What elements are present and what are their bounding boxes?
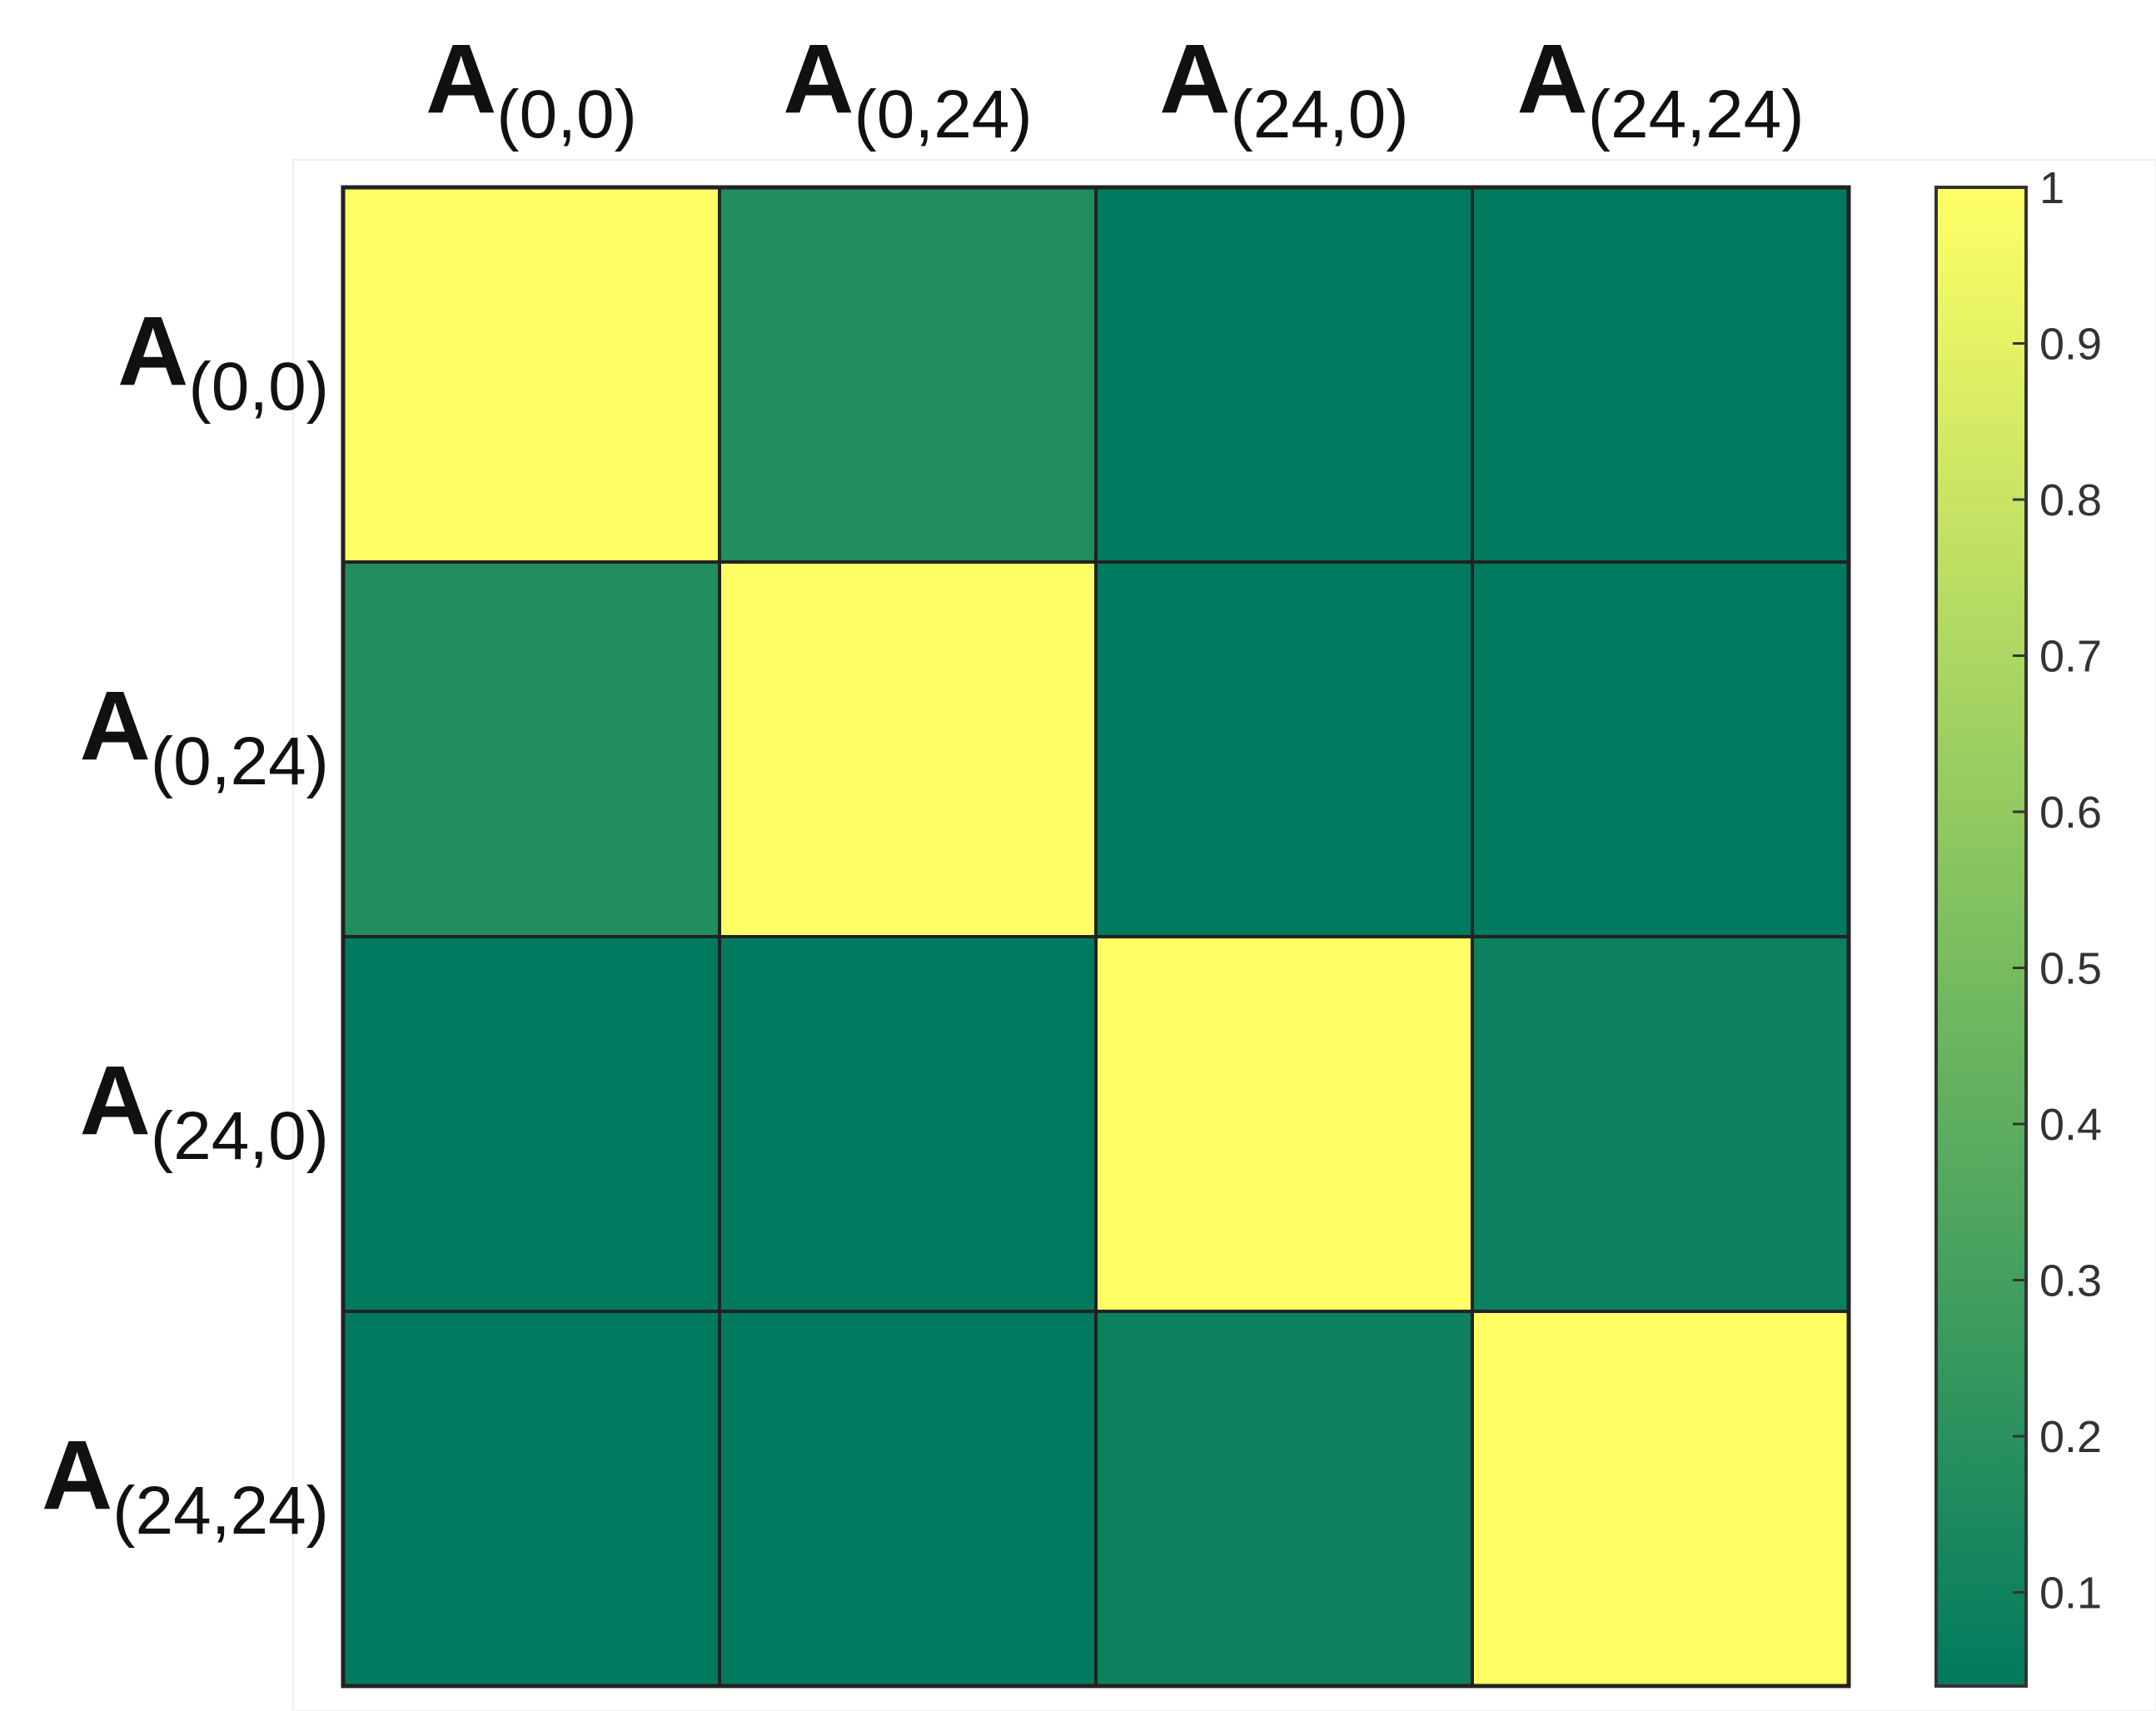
column-label-3: A(24,24): [1516, 24, 1804, 152]
colorbar-tick-label: 0.1: [2039, 1569, 2102, 1619]
heatmap-cell-r1-c2: [1096, 562, 1472, 937]
colorbar-tick-label: 0.2: [2039, 1412, 2102, 1462]
colorbar-tick-label: 0.6: [2039, 788, 2102, 838]
heatmap-cell-r2-c0: [343, 937, 719, 1311]
heatmap-cell-r0-c2: [1096, 187, 1472, 562]
column-labels: A(0,0) A(0,24) A(24,0) A(24,24): [426, 24, 1804, 152]
colorbar-ticks: 0.1 0.2 0.3 0.4 0.5 0.6 0.7 0.8 0.9 1: [2013, 163, 2102, 1619]
heatmap-cell-r2-c2: [1096, 937, 1472, 1311]
row-label-2: A(24,0): [80, 1046, 329, 1174]
heatmap-cell-r1-c1: [719, 562, 1096, 937]
heatmap-cell-r0-c1: [719, 187, 1096, 562]
heatmap-grid: [343, 187, 1849, 1686]
colorbar-tick-label: 0.4: [2039, 1100, 2102, 1150]
heatmap-cell-r1-c0: [343, 562, 719, 937]
row-label-3: A(24,24): [42, 1420, 329, 1549]
heatmap-cell-r3-c0: [343, 1311, 719, 1686]
colorbar-tick-label: 0.9: [2039, 320, 2102, 370]
row-labels: A(0,0) A(0,24) A(24,0) A(24,24): [42, 296, 329, 1549]
heatmap-cell-r3-c2: [1096, 1311, 1472, 1686]
heatmap-cell-r3-c1: [719, 1311, 1096, 1686]
colorbar-tick-label: 0.3: [2039, 1256, 2102, 1306]
colorbar-tick-label: 0.8: [2039, 475, 2102, 525]
heatmap-cell-r0-c3: [1472, 187, 1849, 562]
row-label-1: A(0,24): [80, 671, 329, 799]
heatmap-cells: [343, 187, 1849, 1686]
heatmap-cell-r2-c3: [1472, 937, 1849, 1311]
colorbar-tick-label: 0.7: [2039, 632, 2102, 682]
colorbar-tick-label: 1: [2039, 163, 2064, 213]
heatmap-cell-r3-c3: [1472, 1311, 1849, 1686]
row-label-0: A(0,0): [117, 296, 329, 425]
heatmap-cell-r1-c3: [1472, 562, 1849, 937]
colorbar: [1934, 186, 2028, 1688]
column-label-1: A(0,24): [783, 24, 1032, 152]
colorbar-tick-label: 0.5: [2039, 944, 2102, 994]
heatmap-cell-r2-c1: [719, 937, 1096, 1311]
column-label-2: A(24,0): [1159, 24, 1408, 152]
plot-border: [341, 185, 1851, 1689]
column-label-0: A(0,0): [426, 24, 637, 152]
heatmap-cell-r0-c0: [343, 187, 719, 562]
